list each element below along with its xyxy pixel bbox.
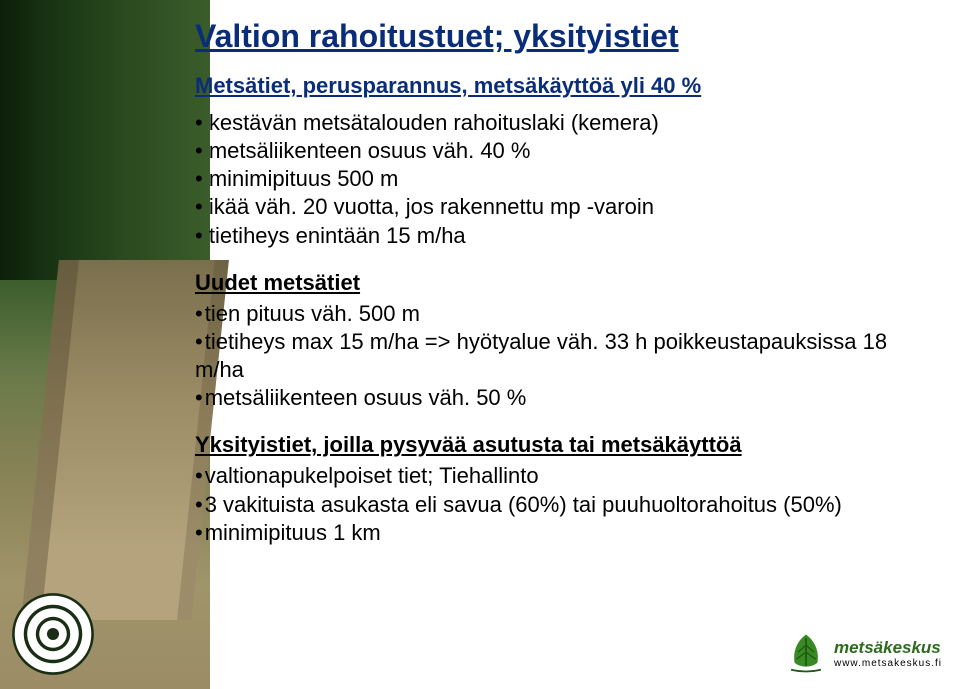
list-item: metsäliikenteen osuus väh. 50 % bbox=[195, 384, 940, 412]
list-item: valtionapukelpoiset tiet; Tiehallinto bbox=[195, 462, 940, 490]
slide-content: Valtion rahoitustuet; yksityistiet Metsä… bbox=[195, 18, 940, 669]
list-item: minimipituus 1 km bbox=[195, 519, 940, 547]
logo-name: metsäkeskus bbox=[834, 638, 942, 658]
list-item: tietiheys enintään 15 m/ha bbox=[195, 222, 940, 250]
section2-list: tien pituus väh. 500 m tietiheys max 15 … bbox=[195, 300, 940, 413]
section3-heading: Yksityistiet, joilla pysyvää asutusta ta… bbox=[195, 432, 940, 458]
page-title: Valtion rahoitustuet; yksityistiet bbox=[195, 18, 940, 55]
section3-list: valtionapukelpoiset tiet; Tiehallinto 3 … bbox=[195, 462, 940, 546]
target-icon bbox=[10, 591, 96, 677]
list-item: 3 vakituista asukasta eli savua (60%) ta… bbox=[195, 491, 940, 519]
section1-list: kestävän metsätalouden rahoituslaki (kem… bbox=[195, 109, 940, 250]
list-item: tien pituus väh. 500 m bbox=[195, 300, 940, 328]
list-item: kestävän metsätalouden rahoituslaki (kem… bbox=[195, 109, 940, 137]
sidebar-forest-photo bbox=[0, 0, 210, 689]
list-item: minimipituus 500 m bbox=[195, 165, 940, 193]
section2-heading: Uudet metsätiet bbox=[195, 270, 940, 296]
section1-heading: Metsätiet, perusparannus, metsäkäyttöä y… bbox=[195, 73, 940, 99]
list-item: ikää väh. 20 vuotta, jos rakennettu mp -… bbox=[195, 193, 940, 221]
list-item: tietiheys max 15 m/ha => hyötyalue väh. … bbox=[195, 328, 940, 384]
list-item: metsäliikenteen osuus väh. 40 % bbox=[195, 137, 940, 165]
leaf-icon bbox=[784, 631, 828, 675]
metsakeskus-logo: metsäkeskus www.metsakeskus.fi bbox=[784, 631, 942, 675]
logo-url: www.metsakeskus.fi bbox=[834, 658, 942, 669]
forest-trees-area bbox=[0, 0, 210, 280]
